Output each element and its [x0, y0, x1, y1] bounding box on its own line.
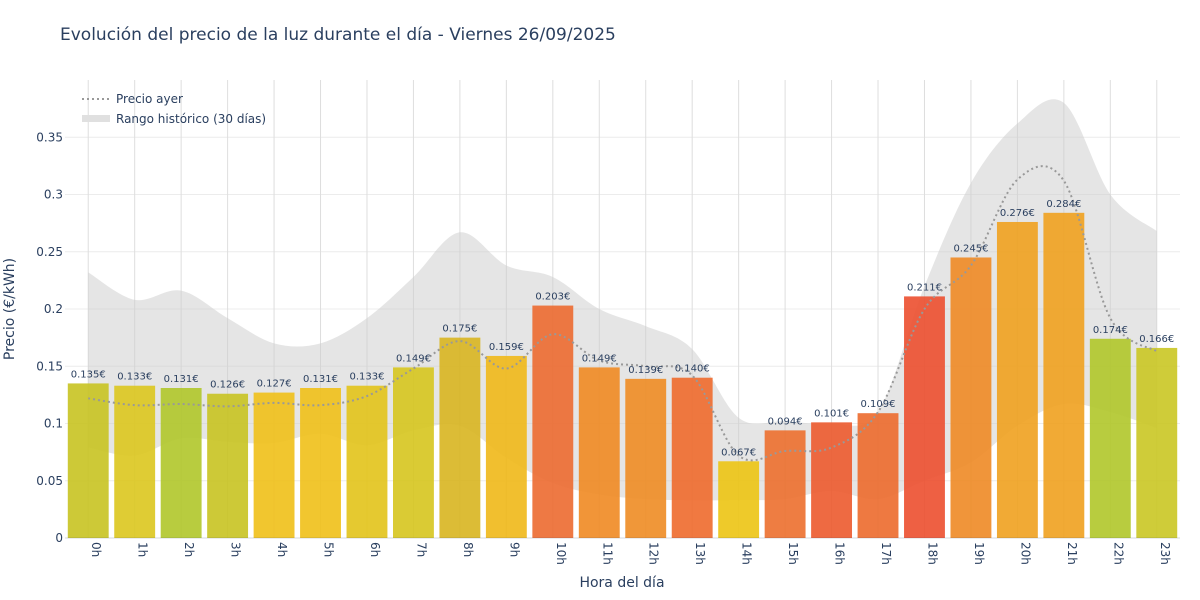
price-bar-21h[interactable]: [1043, 212, 1085, 538]
price-bar-16h[interactable]: [811, 422, 853, 538]
legend-band-swatch: [82, 115, 110, 122]
x-tick-label: 17h: [879, 542, 893, 565]
price-bar-8h[interactable]: [439, 337, 481, 538]
price-bar-13h[interactable]: [671, 377, 713, 538]
price-bar-15h[interactable]: [764, 430, 806, 538]
y-tick-label: 0.1: [44, 417, 63, 431]
price-bars: [67, 212, 1178, 539]
bar-value-label: 0.067€: [721, 447, 756, 458]
price-bar-14h[interactable]: [718, 461, 760, 538]
x-tick-label: 10h: [554, 542, 568, 565]
y-tick-label: 0.3: [44, 188, 63, 202]
x-tick-label: 9h: [507, 542, 521, 557]
price-bar-5h[interactable]: [300, 388, 341, 538]
bar-value-label: 0.276€: [1000, 208, 1035, 219]
bar-value-label: 0.175€: [442, 324, 477, 335]
price-bar-20h[interactable]: [996, 221, 1038, 539]
bar-value-label: 0.131€: [164, 374, 199, 385]
bar-value-label: 0.094€: [768, 416, 803, 427]
price-bar-10h[interactable]: [532, 305, 574, 538]
x-tick-label: 3h: [229, 542, 243, 557]
axes: 0 0.05 0.1 0.15 0.2 0.25 0.3 0.35 0h 1h 2h 3h 4h 5h 6h…: [36, 130, 1180, 565]
bar-value-label: 0.140€: [675, 364, 710, 375]
historical-range-area: [88, 99, 1157, 501]
x-tick-label: 20h: [1018, 542, 1032, 565]
bar-value-label: 0.166€: [1139, 334, 1174, 345]
y-tick-label: 0.15: [36, 359, 63, 373]
x-tick-label: 6h: [368, 542, 382, 557]
price-bar-17h[interactable]: [857, 413, 899, 538]
y-tick-label: 0.2: [44, 302, 63, 316]
y-tick-label: 0.05: [36, 474, 63, 488]
x-tick-label: 8h: [461, 542, 475, 557]
legend[interactable]: Precio ayer Rango histórico (30 días): [82, 92, 266, 126]
bar-value-label: 0.127€: [257, 379, 292, 390]
x-tick-label: 4h: [275, 542, 289, 557]
price-bar-4h[interactable]: [253, 392, 295, 538]
bar-value-label: 0.133€: [349, 372, 384, 383]
price-bar-9h[interactable]: [485, 355, 527, 538]
bar-value-label: 0.203€: [535, 292, 570, 303]
bar-value-label: 0.174€: [1093, 325, 1128, 336]
y-tick-label: 0.35: [36, 130, 63, 144]
bar-value-label: 0.149€: [582, 353, 617, 364]
chart-title: Evolución del precio de la luz durante e…: [60, 25, 616, 45]
x-tick-label: 5h: [322, 542, 336, 557]
bar-value-label: 0.126€: [210, 380, 245, 391]
x-tick-label: 23h: [1158, 542, 1172, 565]
x-tick-label: 14h: [740, 542, 754, 565]
price-bar-6h[interactable]: [346, 385, 388, 538]
bar-value-label: 0.284€: [1046, 199, 1081, 210]
bar-value-label: 0.245€: [953, 243, 988, 254]
x-tick-label: 0h: [89, 542, 103, 557]
y-tick-label: 0.25: [36, 245, 63, 259]
x-tick-label: 19h: [972, 542, 986, 565]
x-tick-label: 21h: [1065, 542, 1079, 565]
price-bar-23h[interactable]: [1136, 347, 1178, 538]
x-tick-label: 12h: [647, 542, 661, 565]
price-bar-22h[interactable]: [1089, 338, 1131, 538]
x-tick-label: 11h: [600, 542, 614, 565]
price-bar-19h[interactable]: [950, 257, 992, 538]
bar-value-label: 0.101€: [814, 408, 849, 419]
bar-value-label: 0.149€: [396, 353, 431, 364]
y-axis-title: Precio (€/kWh): [2, 258, 18, 360]
x-tick-label: 16h: [833, 542, 847, 565]
historical-range-band: [88, 99, 1157, 501]
price-bar-0h[interactable]: [67, 383, 109, 538]
legend-label-precio-ayer: Precio ayer: [116, 92, 183, 106]
x-tick-label: 1h: [136, 542, 150, 557]
bar-value-label: 0.159€: [489, 342, 524, 353]
x-tick-label: 2h: [182, 542, 196, 557]
bar-value-label: 0.135€: [71, 369, 106, 380]
x-tick-label: 18h: [925, 542, 939, 565]
x-tick-label: 15h: [786, 542, 800, 565]
price-bar-18h[interactable]: [904, 296, 945, 538]
bar-value-labels: 0.135€ 0.133€ 0.131€ 0.126€ 0.127€ 0.131€ 0.13…: [71, 199, 1175, 458]
legend-label-rango-historico: Rango histórico (30 días): [116, 112, 266, 126]
price-bar-3h[interactable]: [207, 393, 249, 538]
price-bar-7h[interactable]: [392, 367, 434, 538]
price-bar-1h[interactable]: [114, 385, 156, 538]
bar-value-label: 0.133€: [117, 372, 152, 383]
x-axis-title: Hora del día: [579, 575, 664, 591]
price-bar-12h[interactable]: [625, 378, 667, 538]
bar-value-label: 0.139€: [628, 365, 663, 376]
bar-value-label: 0.109€: [861, 399, 896, 410]
x-tick-label: 13h: [693, 542, 707, 565]
y-tick-label: 0: [55, 531, 63, 545]
x-tick-label: 22h: [1111, 542, 1125, 565]
price-bar-11h[interactable]: [578, 367, 620, 538]
bar-value-label: 0.211€: [907, 282, 942, 293]
price-bar-2h[interactable]: [160, 388, 202, 538]
x-tick-label: 7h: [414, 542, 428, 557]
bar-value-label: 0.131€: [303, 374, 338, 385]
